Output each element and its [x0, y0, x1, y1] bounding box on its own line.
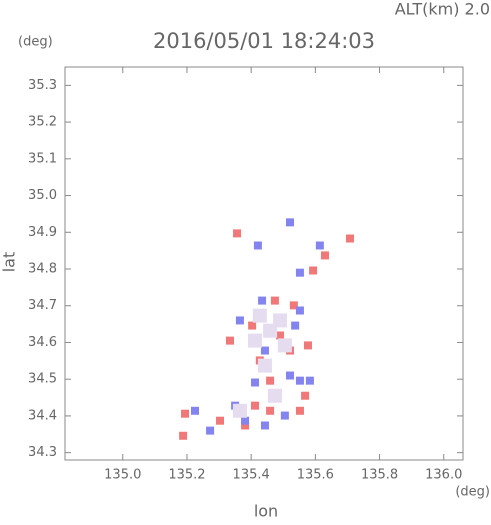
data-point — [248, 321, 257, 330]
y-tick-label: 34.9 — [28, 225, 57, 240]
data-point — [315, 241, 324, 250]
y-tick-label: 35.0 — [28, 188, 57, 203]
y-tick-label: 35.3 — [28, 78, 57, 93]
y-axis-label: lat — [0, 252, 19, 273]
data-point — [251, 401, 260, 410]
y-tick-label: 34.4 — [28, 408, 57, 423]
x-tick-label: 135.4 — [233, 468, 270, 483]
y-unit: (deg) — [18, 35, 53, 50]
data-point — [267, 388, 282, 403]
annotation: ALT(km) 2.0 — [395, 0, 490, 19]
y-tick-label: 34.6 — [28, 335, 57, 350]
x-tick-label: 135.0 — [104, 468, 141, 483]
data-point — [320, 251, 329, 260]
data-point — [273, 313, 288, 328]
y-tick-label: 34.7 — [28, 298, 57, 313]
data-point — [179, 431, 188, 440]
data-point — [346, 234, 355, 243]
data-point — [285, 218, 294, 227]
y-tick-label: 34.8 — [28, 262, 57, 277]
data-point — [241, 416, 250, 425]
data-point — [190, 406, 199, 415]
data-point — [305, 376, 314, 385]
data-point — [303, 341, 312, 350]
data-point — [309, 266, 318, 275]
data-point — [295, 268, 304, 277]
x-tick-label: 135.6 — [297, 468, 334, 483]
x-axis-label: lon — [254, 502, 278, 521]
chart-title: 2016/05/01 18:24:03 — [153, 29, 375, 53]
data-point — [233, 229, 242, 238]
data-point — [260, 346, 269, 355]
data-point — [285, 371, 294, 380]
data-point — [257, 358, 272, 373]
data-point — [295, 406, 304, 415]
data-point — [206, 426, 215, 435]
y-tick-label: 34.3 — [28, 445, 57, 460]
x-tick-label: 136.0 — [425, 468, 462, 483]
data-point — [280, 411, 289, 420]
data-point — [301, 391, 310, 400]
data-point — [295, 306, 304, 315]
data-point — [235, 316, 244, 325]
data-point — [253, 241, 262, 250]
y-tick-label: 34.5 — [28, 372, 57, 387]
y-tick-label: 35.2 — [28, 115, 57, 130]
y-tick-label: 35.1 — [28, 151, 57, 166]
data-point — [232, 403, 247, 418]
data-point — [291, 321, 300, 330]
data-point — [266, 376, 275, 385]
x-tick-label: 135.8 — [361, 468, 398, 483]
data-point — [277, 338, 292, 353]
data-point — [260, 421, 269, 430]
x-tick-label: 135.2 — [168, 468, 205, 483]
data-point — [276, 331, 285, 340]
data-point — [241, 421, 250, 430]
plot-frame — [64, 66, 464, 461]
data-point — [258, 296, 267, 305]
data-point — [289, 301, 298, 310]
data-point — [251, 378, 260, 387]
data-point — [266, 406, 275, 415]
data-point — [252, 308, 267, 323]
data-point — [295, 376, 304, 385]
data-point — [248, 333, 263, 348]
x-unit: (deg) — [455, 485, 490, 500]
data-point — [225, 336, 234, 345]
data-point — [216, 416, 225, 425]
data-point — [270, 296, 279, 305]
data-point — [181, 409, 190, 418]
